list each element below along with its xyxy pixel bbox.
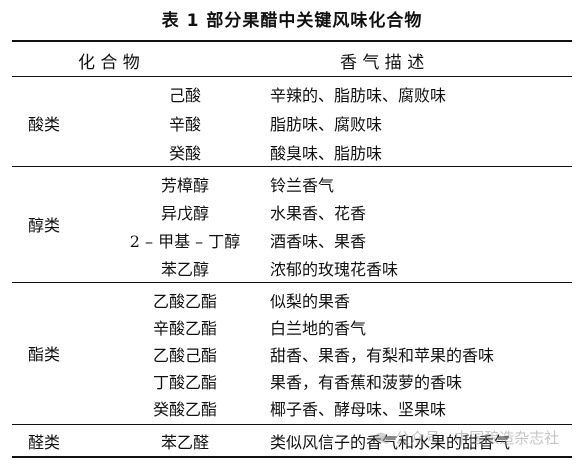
top-rule <box>12 40 572 42</box>
compound-cell: 乙酸己酯 <box>152 346 217 365</box>
compound-cell: 异戊醇 <box>160 204 209 223</box>
aroma-cell: 铃兰香气 <box>270 176 335 195</box>
aroma-cell: 白兰地的香气 <box>270 319 367 338</box>
compound-cell: 2 – 甲基 – 丁醇 <box>129 232 241 251</box>
aroma-cell: 椰子香、酵母味、坚果味 <box>270 400 447 419</box>
compound-cell: 癸酸 <box>168 144 201 163</box>
header-compound: 化 合 物 <box>78 53 140 73</box>
header-aroma: 香 气 描 述 <box>340 53 425 73</box>
aroma-cell: 水果香、花香 <box>270 204 367 223</box>
group-rule <box>12 424 572 425</box>
category-esters: 酯类 <box>28 345 61 364</box>
category-aldehydes: 醛类 <box>28 433 61 452</box>
aroma-cell: 甜香、果香，有梨和苹果的香味 <box>270 346 495 365</box>
wechat-icon <box>375 432 391 444</box>
compound-cell: 苯乙醛 <box>160 433 209 452</box>
compound-cell: 丁酸乙酯 <box>152 373 217 392</box>
bottom-rule <box>12 456 572 458</box>
watermark-text: 公众号 · 中国酿造杂志社 <box>395 429 560 447</box>
aroma-cell: 酒香味、果香 <box>270 232 367 251</box>
compound-cell: 辛酸 <box>168 115 201 134</box>
compound-cell: 乙酸乙酯 <box>152 292 217 311</box>
aroma-cell: 浓郁的玫瑰花香味 <box>270 260 399 279</box>
compound-cell: 芳樟醇 <box>160 176 209 195</box>
compound-cell: 癸酸乙酯 <box>152 400 217 419</box>
category-alcohols: 醇类 <box>28 216 61 235</box>
group-rule <box>12 166 572 167</box>
aroma-cell: 果香，有香蕉和菠萝的香味 <box>270 373 463 392</box>
aroma-cell: 酸臭味、脂肪味 <box>270 144 383 163</box>
compound-cell: 苯乙醇 <box>160 260 209 279</box>
compound-cell: 己酸 <box>168 86 201 105</box>
category-acids: 酸类 <box>28 115 61 134</box>
aroma-cell: 脂肪味、腐败味 <box>270 115 383 134</box>
compound-cell: 辛酸乙酯 <box>152 319 217 338</box>
aroma-cell: 类似风信子的香气和水果的甜香气 <box>270 433 511 452</box>
header-rule <box>12 76 572 77</box>
watermark: 公众号 · 中国酿造杂志社 <box>375 427 559 448</box>
table-title: 表 1 部分果醋中关键风味化合物 <box>161 11 423 31</box>
aroma-cell: 辛辣的、脂肪味、腐败味 <box>270 86 447 105</box>
group-rule <box>12 282 572 283</box>
aroma-cell: 似梨的果香 <box>270 292 351 311</box>
